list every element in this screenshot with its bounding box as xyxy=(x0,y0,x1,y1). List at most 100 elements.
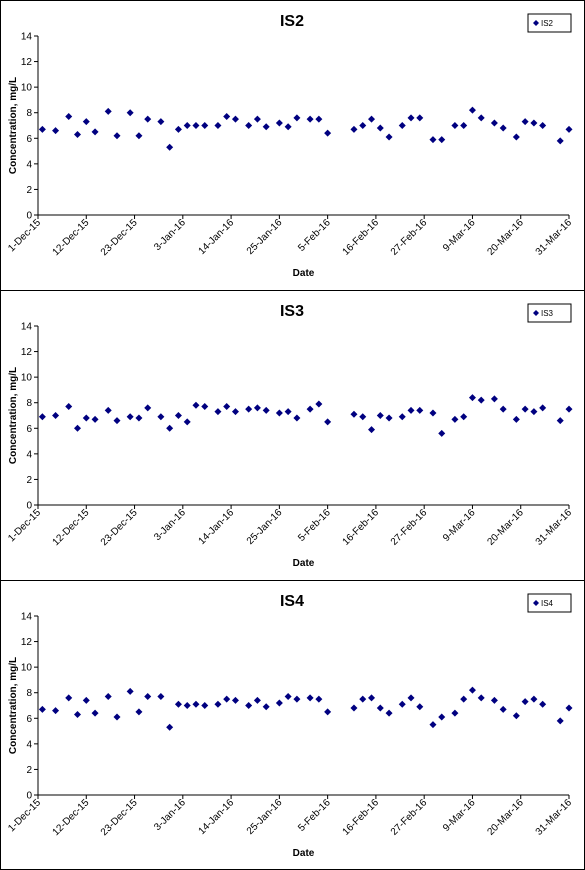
point xyxy=(183,702,191,709)
point xyxy=(521,698,529,706)
point xyxy=(324,129,332,137)
x-tick-label: 1-Dec-15 xyxy=(6,507,43,544)
y-tick-label: 6 xyxy=(26,424,32,435)
point xyxy=(376,704,384,712)
point xyxy=(166,143,174,151)
point xyxy=(306,405,314,413)
point xyxy=(91,415,99,423)
point xyxy=(262,123,270,131)
point xyxy=(253,404,261,412)
point xyxy=(512,712,520,720)
point xyxy=(192,122,200,129)
point xyxy=(253,115,261,123)
point xyxy=(530,408,538,416)
chart: IS3 0 2 4 6 8 10 12 14 1-Dec-15 12-Dec-15 23-Dec-15… xyxy=(0,290,585,580)
point xyxy=(350,410,358,418)
x-tick-label: 12-Dec-15 xyxy=(51,507,92,548)
chart: IS4 0 2 4 6 8 10 12 14 1-Dec-15 12-Dec-15 23-Dec-15… xyxy=(0,580,585,870)
x-tick-label: 3-Jan-16 xyxy=(152,507,188,543)
point xyxy=(359,413,367,421)
legend-marker xyxy=(533,310,539,316)
point xyxy=(293,695,301,703)
x-tick-label: 9-Mar-16 xyxy=(441,507,478,544)
point xyxy=(275,119,283,127)
point xyxy=(315,400,323,408)
point xyxy=(359,122,367,129)
point xyxy=(82,414,90,422)
point xyxy=(512,133,520,141)
point xyxy=(565,704,573,712)
point xyxy=(157,118,165,126)
point xyxy=(490,395,498,403)
point xyxy=(416,703,424,711)
point xyxy=(174,125,182,133)
point xyxy=(460,413,468,421)
y-tick-label: 10 xyxy=(21,663,33,674)
point xyxy=(368,426,376,434)
y-tick-label: 8 xyxy=(26,108,32,119)
point xyxy=(468,686,476,694)
x-tick-label: 27-Feb-16 xyxy=(389,507,430,548)
point xyxy=(245,405,253,413)
x-tick-label: 23-Dec-15 xyxy=(99,797,140,838)
point xyxy=(530,695,538,703)
point xyxy=(135,414,143,422)
point xyxy=(201,702,209,709)
point xyxy=(438,136,446,144)
point xyxy=(183,418,191,426)
y-axis-title: Concentration, mg/L xyxy=(8,367,19,464)
y-tick-label: 4 xyxy=(26,159,32,170)
point xyxy=(52,127,60,135)
x-tick-label: 16-Feb-16 xyxy=(341,797,382,838)
point xyxy=(82,696,90,704)
point xyxy=(499,405,507,413)
point xyxy=(468,106,476,114)
point xyxy=(262,406,270,414)
y-tick-label: 14 xyxy=(21,32,33,43)
point xyxy=(477,114,485,122)
point xyxy=(73,424,81,432)
point xyxy=(350,125,358,133)
point xyxy=(398,413,406,421)
point xyxy=(385,414,393,422)
point xyxy=(385,709,393,717)
x-tick-label: 9-Mar-16 xyxy=(441,797,478,834)
point xyxy=(407,694,415,702)
point xyxy=(104,107,112,115)
y-tick-label: 0 xyxy=(26,211,32,222)
x-tick-label: 14-Jan-16 xyxy=(197,217,237,257)
point xyxy=(73,130,81,138)
y-tick-label: 4 xyxy=(26,449,32,460)
point xyxy=(490,119,498,127)
point xyxy=(174,412,182,419)
point xyxy=(73,710,81,718)
point xyxy=(293,414,301,422)
point xyxy=(293,114,301,122)
x-tick-label: 12-Dec-15 xyxy=(51,797,92,838)
y-tick-label: 2 xyxy=(26,185,32,196)
point xyxy=(499,124,507,132)
point xyxy=(284,123,292,131)
point xyxy=(223,695,231,703)
point xyxy=(460,695,468,703)
point xyxy=(192,401,200,409)
x-tick-label: 20-Mar-16 xyxy=(485,797,526,838)
point xyxy=(376,124,384,132)
y-tick-label: 14 xyxy=(21,322,33,333)
point xyxy=(38,125,46,133)
point xyxy=(530,119,538,127)
point xyxy=(223,113,231,121)
point xyxy=(91,709,99,717)
point xyxy=(275,699,283,707)
point xyxy=(126,109,134,117)
point xyxy=(52,707,60,715)
point xyxy=(231,408,239,416)
point xyxy=(82,118,90,126)
point xyxy=(192,700,200,708)
y-tick-label: 2 xyxy=(26,475,32,486)
point xyxy=(135,708,143,716)
point xyxy=(214,122,222,129)
x-tick-label: 25-Jan-16 xyxy=(245,217,285,257)
point xyxy=(385,133,393,141)
